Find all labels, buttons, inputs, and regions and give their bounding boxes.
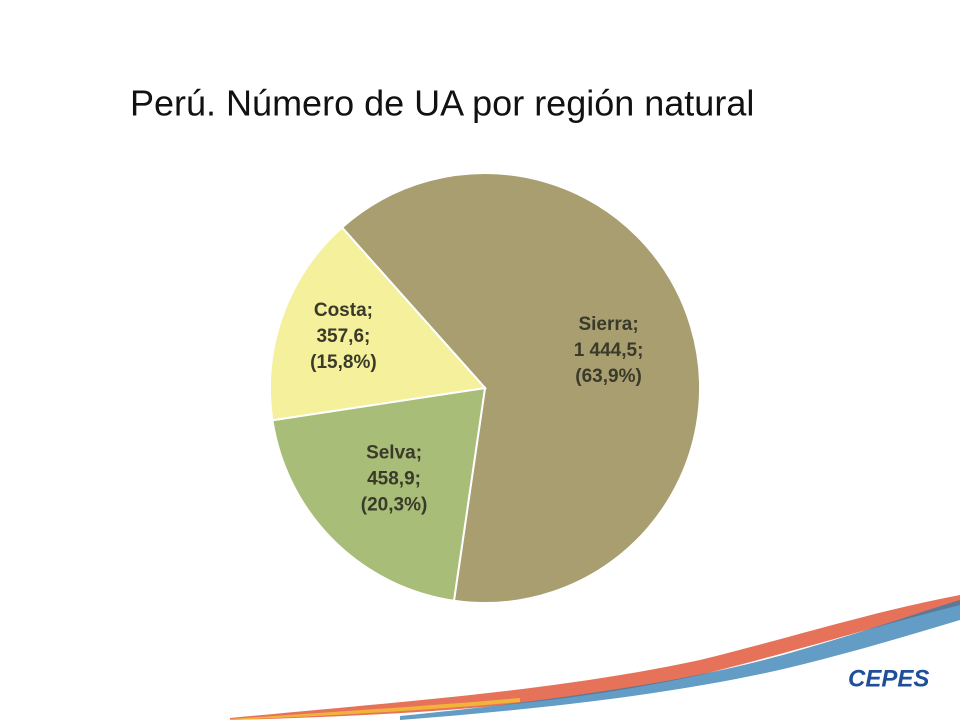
chart-title: Perú. Número de UA por región natural: [130, 83, 754, 124]
decoration: [230, 595, 960, 720]
slice-label: (63,9%): [575, 366, 642, 387]
slice-label: Costa;: [314, 300, 373, 321]
pie-slice: [271, 386, 487, 602]
swoosh-yellow: [230, 698, 520, 720]
slice-label: 458,9;: [367, 469, 421, 490]
slice-label: Sierra;: [578, 314, 638, 335]
pie-slice: [269, 226, 487, 422]
slice-label: (20,3%): [361, 495, 428, 516]
slice-label: 1 444,5;: [574, 340, 644, 361]
pie-slice: [340, 172, 701, 604]
logo: CEPES: [848, 665, 929, 692]
slice-label: (15,8%): [310, 352, 377, 373]
slice-label: 357,6;: [316, 326, 370, 347]
pie: Sierra; 1 444,5; (63,9%) Selva; 458,9; (20,3%…: [269, 172, 701, 604]
slice-label: Selva;: [366, 443, 422, 464]
